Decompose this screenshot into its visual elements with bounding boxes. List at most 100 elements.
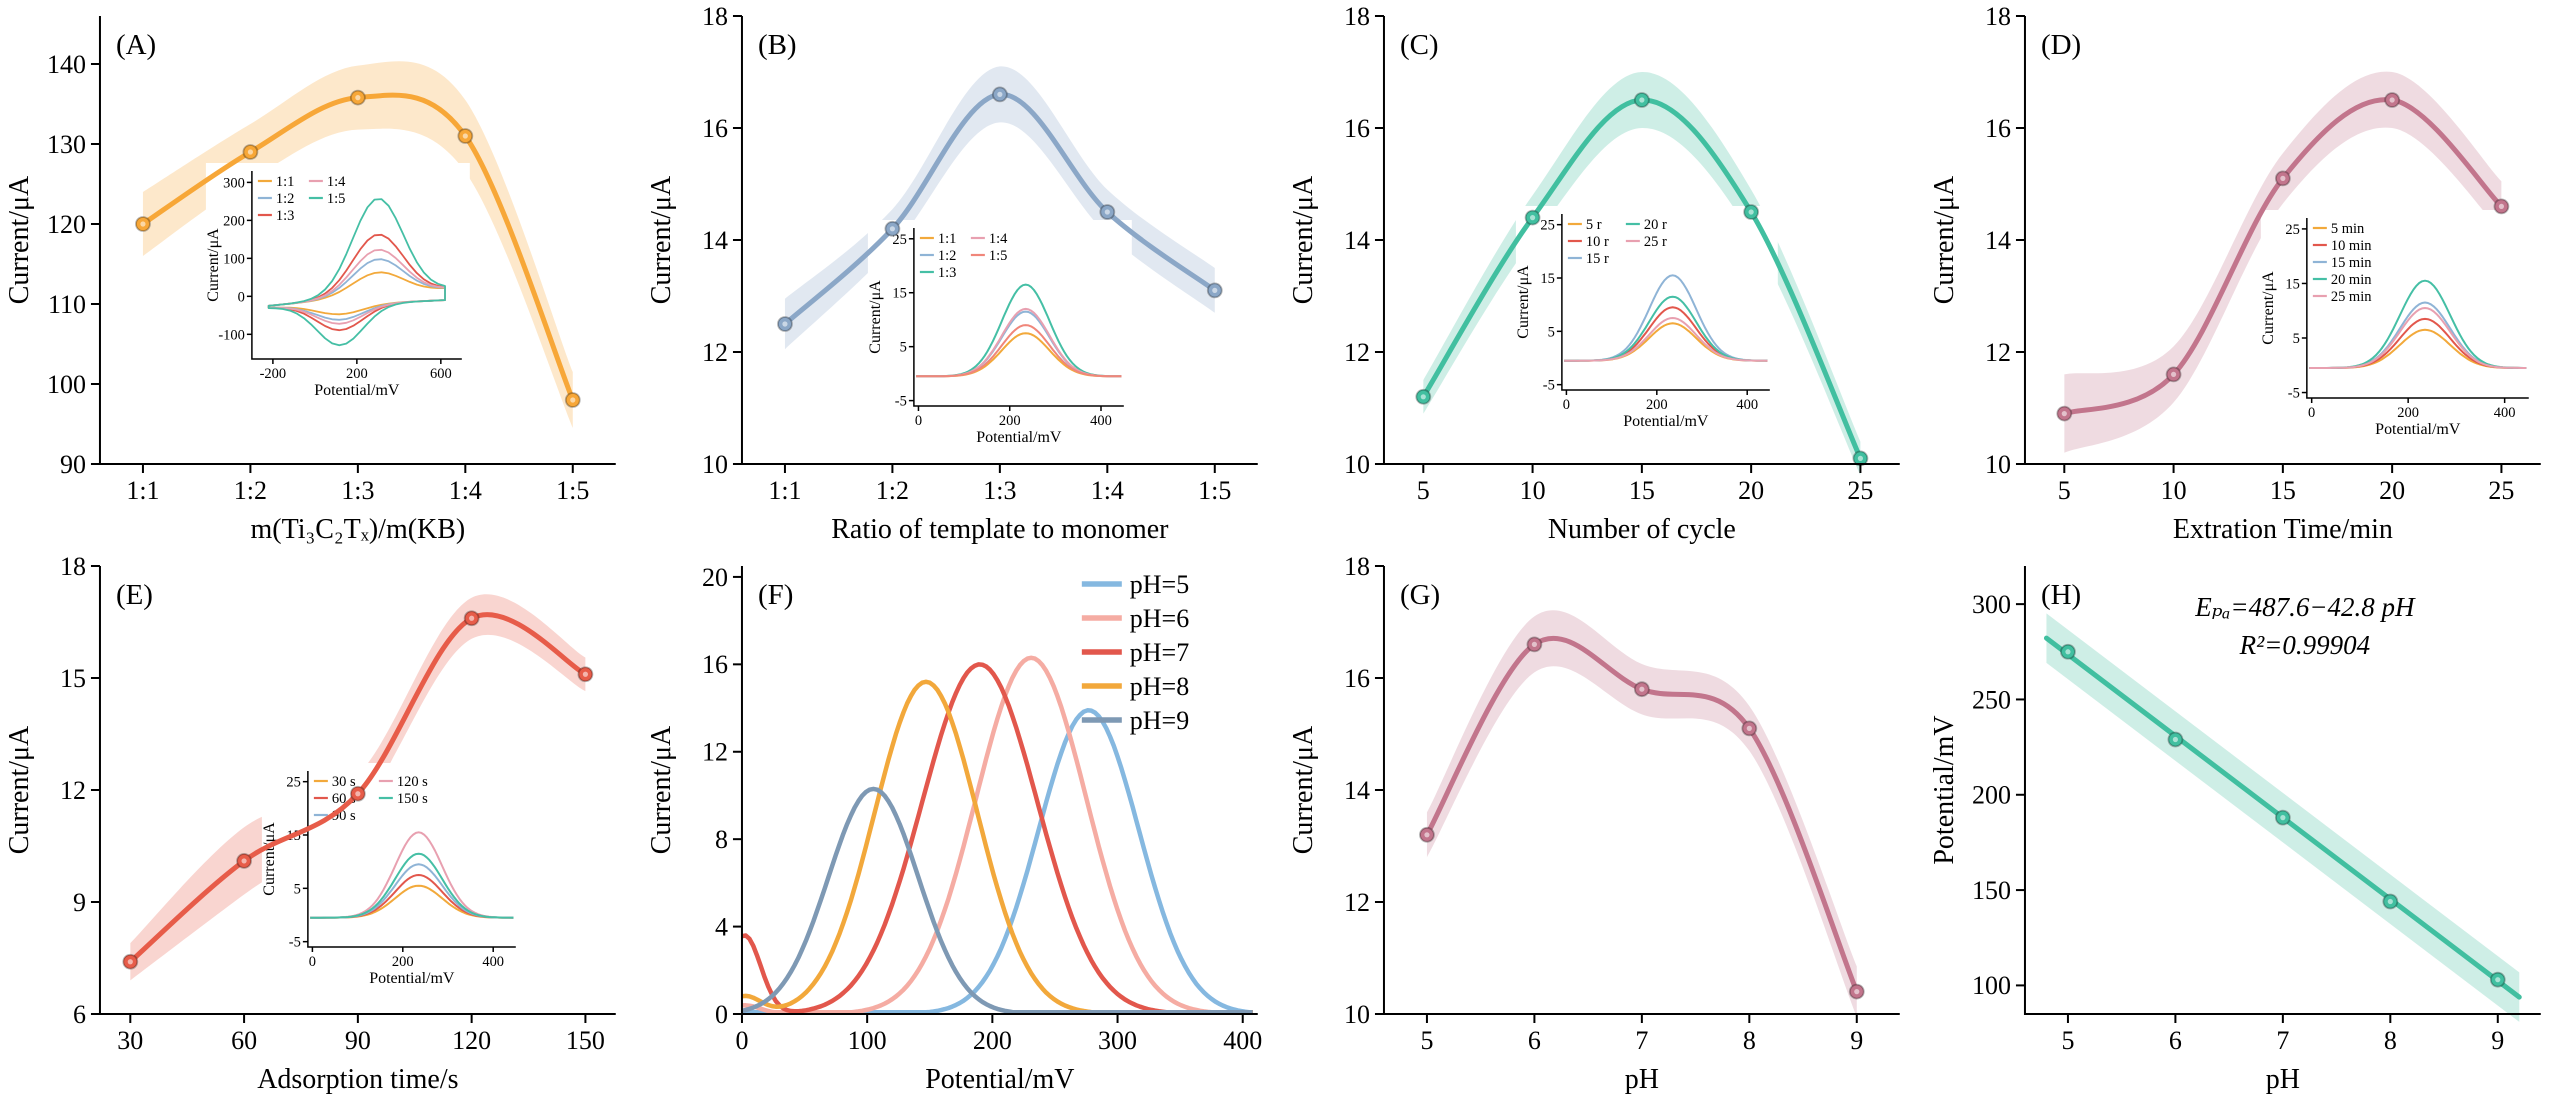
inset-y-tick-label: 15 bbox=[892, 286, 906, 302]
data-point-highlight bbox=[1211, 287, 1218, 293]
x-axis-label: pH bbox=[1624, 1064, 1658, 1095]
inset-x-tick-label: 600 bbox=[430, 366, 452, 382]
axes bbox=[1382, 566, 1900, 1015]
inset-legend-label: 25 min bbox=[2331, 289, 2372, 305]
x-tick-label: 8 bbox=[1742, 1026, 1755, 1055]
legend-label: pH=6 bbox=[1130, 604, 1189, 633]
inset-y-axis-label: Current/μA bbox=[261, 822, 278, 896]
y-tick-label: 18 bbox=[1343, 2, 1369, 31]
y-axis-label: Potential/mV bbox=[1929, 715, 1960, 864]
x-tick-label: 0 bbox=[735, 1026, 748, 1055]
y-tick-label: 10 bbox=[1343, 450, 1369, 479]
x-tick-label: 8 bbox=[2384, 1026, 2397, 1055]
inset-legend-label: 1:5 bbox=[327, 191, 346, 207]
y-tick-label: 12 bbox=[1985, 338, 2011, 367]
inset-cv-loop bbox=[267, 198, 446, 347]
x-tick-label: 1:4 bbox=[1090, 476, 1123, 505]
data-point-highlight bbox=[355, 791, 361, 797]
data-point-highlight bbox=[782, 321, 788, 327]
panel-a: -200 200 600 -100 0 100 200 300 Potential/mV Curr… bbox=[0, 0, 642, 550]
y-tick-label: 18 bbox=[1985, 2, 2011, 31]
data-point-highlight bbox=[1748, 209, 1754, 215]
inset-y-tick-label: -5 bbox=[895, 394, 907, 410]
x-tick-label: 7 bbox=[2277, 1026, 2290, 1055]
x-tick-label: 1:3 bbox=[341, 476, 374, 505]
x-tick-label: 30 bbox=[117, 1026, 143, 1055]
inset-x-tick-label: 400 bbox=[482, 954, 504, 970]
y-tick-label: 18 bbox=[1343, 552, 1369, 581]
y-tick-label: 140 bbox=[47, 50, 86, 79]
inset-y-axis-label: Current/μA bbox=[1514, 265, 1531, 339]
inset-axes bbox=[1560, 214, 1770, 391]
inset-legend-label: 120 s bbox=[397, 774, 428, 790]
data-point-highlight bbox=[1529, 215, 1535, 221]
x-tick-label: 200 bbox=[973, 1026, 1012, 1055]
y-tick-label: 110 bbox=[48, 290, 86, 319]
inset-y-tick-label: 5 bbox=[1547, 324, 1554, 340]
y-tick-label: 12 bbox=[702, 738, 728, 767]
data-point-highlight bbox=[2065, 649, 2071, 655]
y-tick-label: 100 bbox=[47, 370, 86, 399]
y-tick-label: 18 bbox=[60, 552, 86, 581]
panel-label: (B) bbox=[758, 29, 797, 61]
inset-y-tick-label: 0 bbox=[238, 289, 245, 305]
y-tick-label: 12 bbox=[702, 338, 728, 367]
inset-background bbox=[1515, 206, 1778, 436]
inset-x-axis-label: Potential/mV bbox=[314, 382, 400, 399]
inset-legend-label: 1:4 bbox=[327, 174, 346, 190]
y-tick-label: 20 bbox=[702, 563, 728, 592]
inset-x-tick-label: 200 bbox=[392, 954, 414, 970]
inset-y-tick-label: 100 bbox=[223, 251, 245, 267]
y-tick-label: 10 bbox=[702, 450, 728, 479]
inset-legend-label: 20 min bbox=[2331, 272, 2372, 288]
inset-legend-label: 1:1 bbox=[276, 174, 295, 190]
annotation-line: R²=0.99904 bbox=[2239, 630, 2370, 660]
data-point-highlight bbox=[462, 133, 468, 139]
y-tick-label: 16 bbox=[702, 114, 728, 143]
x-axis-label: pH bbox=[2266, 1064, 2300, 1095]
x-axis-label: Extration Time/min bbox=[2173, 514, 2393, 545]
x-tick-label: 1:1 bbox=[768, 476, 801, 505]
y-tick-label: 120 bbox=[47, 210, 86, 239]
inset: 0 200 400 -5 5 15 25 Potential/mV Current/μA 5 mi… bbox=[2260, 210, 2538, 444]
inset-y-tick-label: 15 bbox=[1540, 271, 1554, 287]
x-tick-label: 15 bbox=[2270, 476, 2296, 505]
x-tick-label: 1:5 bbox=[1198, 476, 1231, 505]
x-tick-label: 1:2 bbox=[234, 476, 267, 505]
panel-label: (G) bbox=[1399, 579, 1439, 611]
inset-legend-label: 20 r bbox=[1643, 217, 1666, 233]
x-tick-label: 150 bbox=[566, 1026, 605, 1055]
dpv-curve-pH-5 bbox=[741, 708, 1253, 1015]
x-tick-label: 5 bbox=[1416, 476, 1429, 505]
inset-y-tick-label: -5 bbox=[289, 935, 301, 951]
y-axis-label: Current/μA bbox=[646, 176, 677, 305]
panel-d: 0 200 400 -5 5 15 25 Potential/mV Current/μA 5 mi… bbox=[1925, 0, 2567, 550]
y-tick-label: 8 bbox=[715, 825, 728, 854]
inset-legend-label: 1:3 bbox=[276, 208, 295, 224]
data-point-highlight bbox=[241, 858, 247, 864]
data-point-highlight bbox=[889, 226, 895, 232]
x-axis-label: Potential/mV bbox=[925, 1064, 1074, 1095]
x-tick-label: 5 bbox=[2062, 1026, 2075, 1055]
y-tick-label: 15 bbox=[60, 664, 86, 693]
inset-x-axis-label: Potential/mV bbox=[1623, 413, 1709, 430]
series-line bbox=[140, 92, 576, 403]
y-tick-label: 12 bbox=[1343, 888, 1369, 917]
inset-legend-label: 150 s bbox=[397, 791, 428, 807]
x-tick-label: 1:2 bbox=[876, 476, 909, 505]
panel-label: (C) bbox=[1399, 29, 1438, 61]
data-point-highlight bbox=[2280, 815, 2286, 821]
y-tick-label: 14 bbox=[1343, 226, 1369, 255]
inset-legend-label: 5 r bbox=[1585, 217, 1601, 233]
legend-label: pH=7 bbox=[1130, 638, 1189, 667]
x-tick-label: 5 bbox=[1420, 1026, 1433, 1055]
y-tick-label: 16 bbox=[1343, 114, 1369, 143]
chart-d: 0 200 400 -5 5 15 25 Potential/mV Current/μA 5 mi… bbox=[1929, 2, 2542, 545]
inset-legend-label: 1:2 bbox=[276, 191, 295, 207]
inset: 0 200 400-551525Potential/mVCurrent/μA1:11… bbox=[867, 220, 1132, 452]
data-point-highlight bbox=[1104, 209, 1110, 215]
inset-legend-label: 10 r bbox=[1585, 234, 1608, 250]
inset-x-tick-label: 200 bbox=[2398, 405, 2420, 421]
inset-y-axis-label: Current/μA bbox=[205, 228, 222, 302]
dpv-curve-pH-6 bbox=[741, 655, 1253, 1015]
